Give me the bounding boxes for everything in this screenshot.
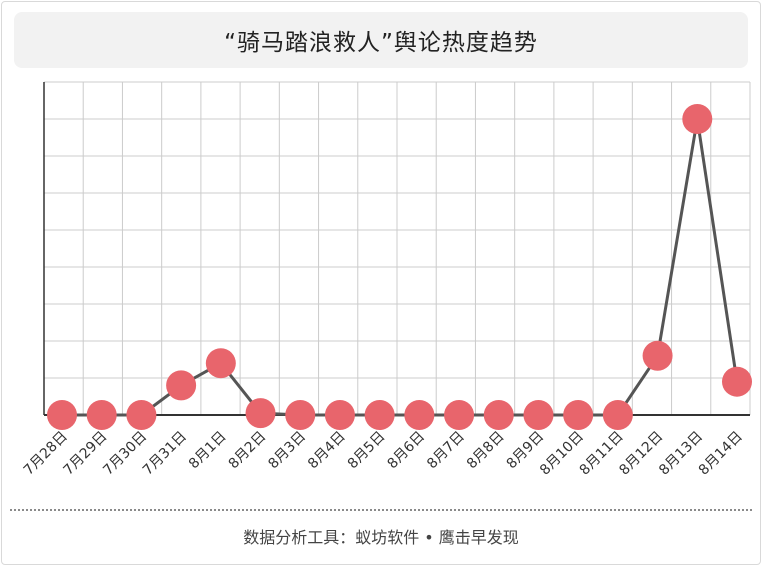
x-tick-labels: 7月28日7月29日7月30日7月31日8月1日8月2日8月3日8月4日8月5日… bbox=[21, 429, 746, 479]
data-point bbox=[602, 400, 633, 430]
x-tick-label: 8月3日 bbox=[265, 429, 309, 473]
data-point bbox=[86, 400, 117, 430]
data-point bbox=[483, 400, 514, 430]
data-point bbox=[523, 400, 554, 430]
data-point bbox=[285, 400, 316, 430]
x-tick-label: 8月14日 bbox=[696, 429, 746, 479]
x-tick-label: 8月8日 bbox=[464, 429, 508, 473]
data-point bbox=[682, 104, 713, 134]
grid bbox=[43, 81, 751, 415]
x-tick-label: 7月31日 bbox=[140, 429, 190, 479]
x-tick-label: 8月1日 bbox=[186, 429, 230, 473]
footer-source: 数据分析工具：蚁坊软件 • 鹰击早发现 bbox=[243, 528, 519, 547]
x-tick-label: 8月2日 bbox=[226, 429, 270, 473]
data-points bbox=[47, 104, 752, 430]
data-point bbox=[444, 400, 475, 430]
x-tick-label: 8月4日 bbox=[305, 429, 349, 473]
data-point bbox=[166, 370, 197, 401]
data-point bbox=[563, 400, 594, 430]
x-tick-label: 8月7日 bbox=[424, 429, 468, 473]
footer-divider bbox=[10, 509, 752, 511]
data-point bbox=[722, 366, 752, 397]
data-point bbox=[364, 400, 395, 430]
title-bar: “骑马踏浪救人”舆论热度趋势 bbox=[14, 12, 748, 68]
data-point bbox=[404, 400, 435, 430]
x-tick-label: 8月6日 bbox=[384, 429, 428, 473]
data-point bbox=[324, 400, 355, 430]
data-point bbox=[205, 348, 236, 379]
chart-title: “骑马踏浪救人”舆论热度趋势 bbox=[224, 30, 538, 56]
data-point bbox=[47, 400, 77, 430]
x-tick-label: 8月5日 bbox=[345, 429, 389, 473]
data-point bbox=[126, 400, 157, 430]
data-point bbox=[642, 340, 673, 371]
data-point bbox=[245, 398, 276, 429]
